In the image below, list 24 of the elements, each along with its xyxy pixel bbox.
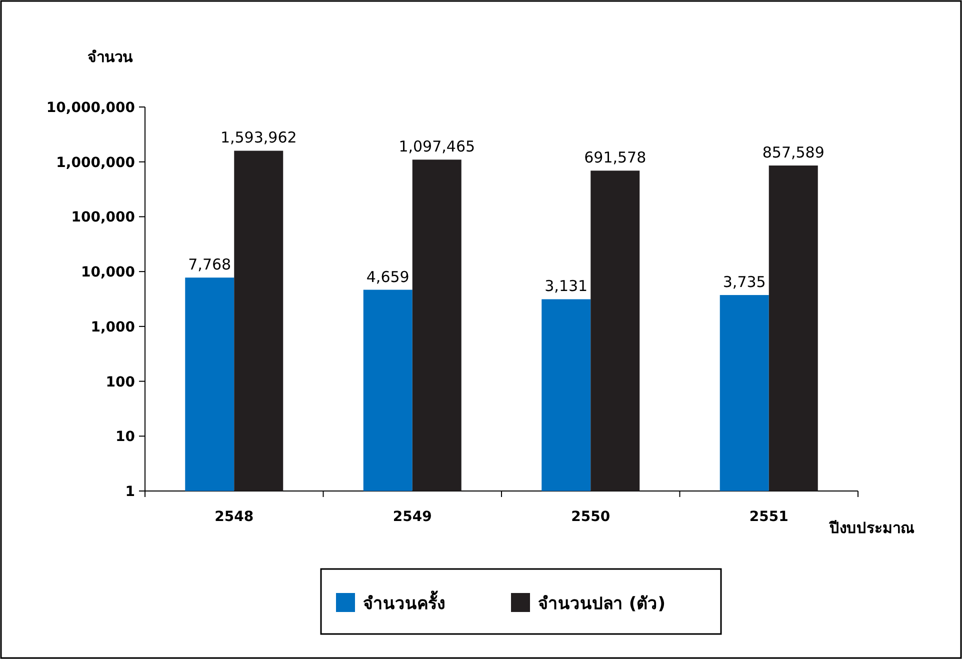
x-tick-label: 2550: [571, 509, 610, 525]
data-label: 7,768: [188, 256, 232, 274]
y-tick-label: 10: [116, 429, 136, 446]
data-label: 691,578: [584, 148, 646, 167]
x-tick-label: 2548: [214, 509, 254, 525]
x-tick-label: 2549: [392, 509, 432, 525]
data-label: 3,735: [722, 273, 766, 292]
x-tick-label: 2551: [749, 509, 788, 525]
data-label: 857,589: [762, 144, 824, 162]
x-axis-title: ปีงบประมาณ: [828, 519, 914, 537]
data-label: 1,593,962: [220, 128, 297, 147]
data-label: 1,097,465: [398, 138, 476, 156]
data-label: 3,131: [544, 277, 588, 296]
y-tick-label: 100,000: [71, 210, 136, 226]
y-tick-label: 10,000: [80, 264, 136, 281]
data-label: 4,659: [366, 268, 410, 286]
y-tick-label: 1,000,000: [56, 154, 136, 171]
legend-label: จำนวนปลา (ตัว): [538, 594, 666, 614]
y-tick-label: 100: [106, 374, 136, 390]
legend-label: จำนวนครั้ง: [363, 590, 445, 614]
y-tick-label: 1,000: [90, 319, 136, 336]
y-axis-title: จำนวน: [88, 48, 134, 66]
y-tick-label: 10,000,000: [46, 100, 136, 116]
y-tick-label: 1: [125, 484, 135, 500]
